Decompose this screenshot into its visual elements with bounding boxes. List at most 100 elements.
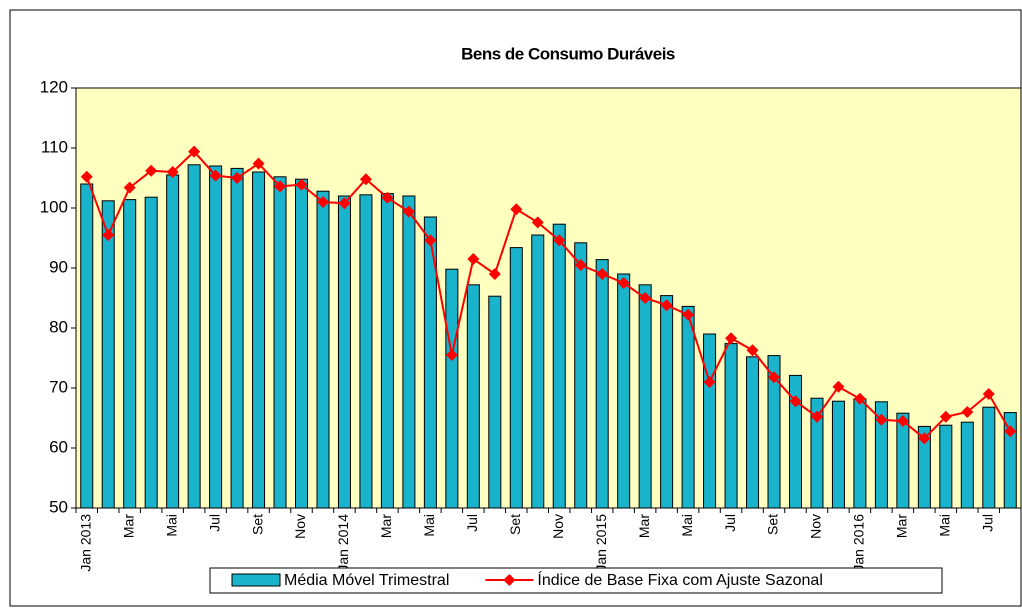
legend-swatch xyxy=(231,573,281,587)
marker xyxy=(359,173,372,186)
bar xyxy=(1003,412,1017,509)
marker xyxy=(402,205,415,218)
bar xyxy=(316,190,330,509)
bar xyxy=(703,333,717,509)
marker xyxy=(725,332,738,345)
marker xyxy=(918,432,931,445)
x-tick-label: Nov xyxy=(808,514,824,539)
bar xyxy=(574,242,588,509)
marker xyxy=(682,308,695,321)
x-tick-label: Jan 2013 xyxy=(77,514,93,572)
bar xyxy=(660,295,674,509)
bar xyxy=(788,374,803,509)
marker xyxy=(123,181,136,194)
bar xyxy=(831,400,845,509)
bar xyxy=(423,216,437,509)
legend-marker xyxy=(503,574,516,586)
bar xyxy=(681,305,695,509)
y-tick-label: 60 xyxy=(49,437,68,456)
marker xyxy=(853,392,866,405)
x-tick-label: Mai xyxy=(421,514,437,537)
x-tick-label: Mar xyxy=(636,514,652,538)
x-tick-label: Jan 2016 xyxy=(851,514,867,572)
marker xyxy=(768,371,781,384)
bar xyxy=(80,183,94,509)
y-tick-label: 50 xyxy=(49,497,68,516)
bar xyxy=(402,195,416,509)
marker xyxy=(875,413,888,426)
marker xyxy=(832,380,845,393)
x-tick-label: Jul xyxy=(464,514,480,532)
y-tick-label: 90 xyxy=(49,257,68,276)
marker xyxy=(209,169,222,182)
bar xyxy=(638,284,652,509)
marker xyxy=(510,203,523,216)
marker xyxy=(381,191,394,204)
marker xyxy=(982,388,995,400)
marker xyxy=(488,268,501,280)
x-tick-label: Jan 2015 xyxy=(593,514,609,572)
marker xyxy=(896,415,909,427)
x-tick-label: Set xyxy=(507,514,523,535)
bar xyxy=(380,193,394,509)
marker xyxy=(467,253,480,265)
bar xyxy=(874,401,888,509)
bar xyxy=(767,355,781,509)
bar xyxy=(853,398,867,509)
marker xyxy=(531,216,544,229)
bar xyxy=(359,194,373,509)
bar xyxy=(252,171,266,509)
marker xyxy=(274,180,287,193)
marker xyxy=(166,166,179,178)
marker xyxy=(553,234,566,247)
bar xyxy=(746,356,760,509)
marker xyxy=(252,157,265,170)
marker xyxy=(295,178,308,191)
marker xyxy=(445,349,458,361)
x-tick-label: Jul xyxy=(722,514,738,532)
bar xyxy=(552,223,566,509)
bar xyxy=(445,268,459,509)
bar xyxy=(466,284,480,509)
marker xyxy=(961,406,974,418)
x-tick-label: Jan 2014 xyxy=(335,514,351,572)
x-tick-label: Mai xyxy=(163,514,179,537)
marker xyxy=(316,196,329,208)
x-tick-label: Mar xyxy=(120,514,136,538)
x-tick-label: Mai xyxy=(937,514,953,537)
marker xyxy=(660,299,673,312)
bar xyxy=(595,259,609,509)
marker xyxy=(703,376,716,388)
bar xyxy=(230,167,244,509)
marker xyxy=(338,197,351,210)
marker xyxy=(1004,425,1017,438)
legend-box xyxy=(209,567,943,594)
x-tick-label: Nov xyxy=(550,514,566,539)
y-tick-label: 120 xyxy=(40,77,68,96)
x-tick-label: Mai xyxy=(679,514,695,537)
bar xyxy=(917,425,931,509)
bar xyxy=(294,178,309,509)
bar xyxy=(982,406,996,509)
bar xyxy=(488,295,502,509)
bar xyxy=(209,165,223,509)
marker xyxy=(102,229,115,241)
marker xyxy=(188,145,201,158)
bar xyxy=(144,196,158,509)
marker xyxy=(746,344,759,357)
marker xyxy=(617,277,630,289)
marker xyxy=(789,395,802,408)
y-tick-label: 80 xyxy=(49,317,68,336)
bar xyxy=(166,174,180,509)
y-tick-label: 100 xyxy=(40,197,68,216)
bar xyxy=(960,421,974,509)
marker xyxy=(424,234,437,247)
bar xyxy=(939,424,953,509)
marker xyxy=(231,172,244,184)
x-tick-label: Mar xyxy=(378,514,394,538)
bar xyxy=(617,273,631,509)
marker xyxy=(810,410,823,423)
x-tick-label: Jul xyxy=(979,514,995,532)
marker xyxy=(145,164,158,177)
